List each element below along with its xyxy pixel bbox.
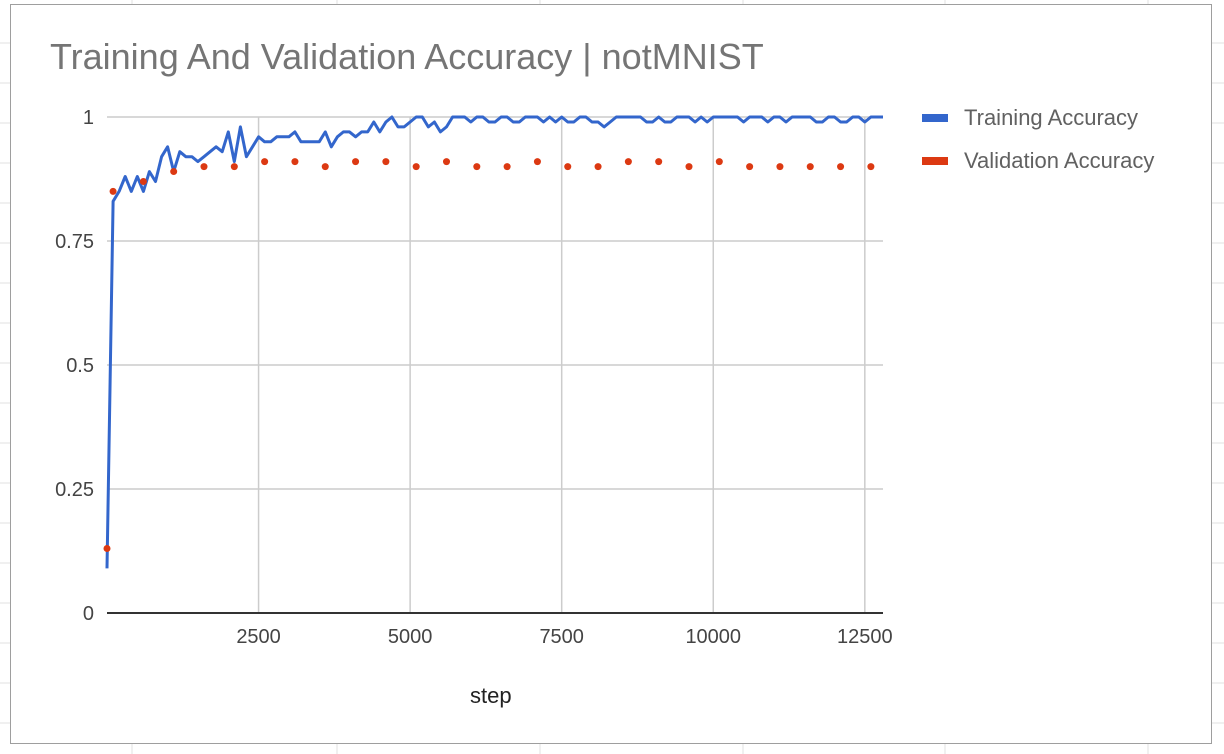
x-tick-label: 7500 — [539, 626, 584, 648]
y-tick-label: 0.75 — [55, 231, 94, 253]
x-tick-label: 12500 — [837, 626, 893, 648]
validation-point[interactable] — [291, 158, 299, 166]
validation-point[interactable] — [594, 163, 602, 171]
validation-point[interactable] — [261, 158, 269, 166]
validation-point[interactable] — [806, 163, 814, 171]
validation-point[interactable] — [200, 163, 208, 171]
validation-point[interactable] — [837, 163, 845, 171]
validation-point[interactable] — [564, 163, 572, 171]
validation-point[interactable] — [103, 545, 111, 553]
legend-swatch-validation — [922, 157, 948, 165]
x-tick-label: 5000 — [388, 626, 433, 648]
x-tick-label: 2500 — [236, 626, 281, 648]
validation-point[interactable] — [655, 158, 663, 166]
validation-point[interactable] — [867, 163, 875, 171]
validation-point[interactable] — [321, 163, 329, 171]
validation-point[interactable] — [412, 163, 420, 171]
validation-point[interactable] — [109, 187, 117, 195]
validation-point[interactable] — [624, 158, 632, 166]
series-layer — [103, 115, 883, 569]
legend-item-validation[interactable]: Validation Accuracy — [922, 146, 1154, 176]
x-axis-title: step — [470, 683, 512, 708]
validation-point[interactable] — [443, 158, 450, 166]
y-tick-label: 0.25 — [55, 479, 94, 501]
series-line-training-accuracy[interactable] — [105, 115, 883, 569]
legend-item-training[interactable]: Training Accuracy — [922, 103, 1138, 133]
y-tick-label: 0.5 — [66, 355, 94, 377]
validation-point[interactable] — [382, 158, 390, 166]
validation-point[interactable] — [746, 163, 754, 171]
validation-point[interactable] — [352, 158, 360, 166]
validation-point[interactable] — [473, 163, 481, 171]
y-tick-label: 1 — [83, 107, 94, 129]
validation-point[interactable] — [685, 163, 693, 171]
legend-label-validation: Validation Accuracy — [964, 148, 1155, 173]
validation-point[interactable] — [715, 158, 723, 166]
validation-point[interactable] — [230, 163, 238, 171]
validation-point[interactable] — [170, 168, 178, 176]
legend-label-training: Training Accuracy — [964, 105, 1139, 130]
chart-title: Training And Validation Accuracy | notMN… — [50, 36, 764, 77]
validation-point[interactable] — [533, 158, 541, 166]
chart-container[interactable] — [10, 4, 1212, 744]
gridlines — [107, 116, 883, 613]
validation-point[interactable] — [503, 163, 511, 171]
y-tick-label: 0 — [83, 603, 94, 625]
legend-swatch-training — [922, 114, 948, 122]
validation-point[interactable] — [776, 163, 784, 171]
x-tick-label: 10000 — [685, 626, 741, 648]
validation-point[interactable] — [139, 177, 147, 185]
